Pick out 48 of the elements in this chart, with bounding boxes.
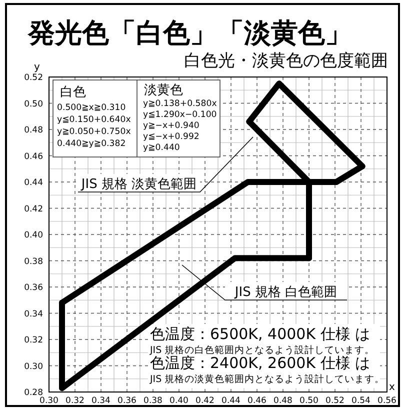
annotation: y≦−x+0.992: [143, 132, 200, 142]
y-tick-label: 0.50: [24, 99, 43, 110]
y-tick-label: 0.46: [24, 152, 43, 162]
annotation: 0.500≧x≧0.310: [57, 103, 126, 113]
x-tick-label: 0.38: [144, 396, 162, 406]
annotation: 0.440≧y≧0.382: [57, 139, 126, 149]
annotation: y≦0.150+0.640x: [57, 115, 131, 125]
annotation: y≧0.440: [143, 143, 180, 153]
y-tick-label: 0.28: [24, 388, 43, 398]
y-tick-label: 0.52: [24, 73, 43, 83]
x-tick-label: 0.36: [118, 396, 136, 406]
annotation: y≦1.290x−0.100: [143, 110, 217, 120]
annotation: JIS 規格の白色範囲内となるよう設計しています。: [149, 344, 375, 356]
x-axis-title: x: [389, 382, 396, 393]
annotation: y≧0.050+0.750x: [57, 127, 131, 137]
y-tick-label: 0.44: [24, 178, 43, 188]
annotation: 色温度：2400K, 2600K 仕様 は: [150, 354, 370, 372]
y-tick-label: 0.36: [24, 283, 43, 293]
x-tick-label: 0.44: [222, 396, 240, 406]
annotation: y≧−x+0.940: [143, 121, 200, 131]
x-tick-label: 0.48: [274, 396, 292, 406]
annotation: JIS 規格の淡黄色範囲内となるよう設計しています。: [149, 373, 385, 385]
annotation: 白色: [60, 85, 86, 100]
y-tick-label: 0.30: [24, 362, 43, 372]
annotation: 色温度：6500K, 4000K 仕様 は: [150, 325, 370, 343]
annotation: 淡黄色: [144, 83, 183, 98]
x-tick-label: 0.56: [378, 396, 396, 406]
y-tick-label: 0.42: [24, 204, 43, 214]
x-tick-label: 0.32: [66, 396, 84, 406]
chart-subtitle: 白色光・淡黄色の色度範囲: [184, 51, 388, 71]
y-tick-label: 0.40: [24, 230, 43, 240]
x-tick-label: 0.42: [196, 396, 214, 406]
x-tick-label: 0.54: [352, 396, 370, 406]
x-tick-label: 0.34: [92, 396, 110, 406]
y-tick-label: 0.48: [24, 126, 43, 136]
y-tick-label: 0.34: [24, 309, 43, 320]
y-axis-title: y: [34, 62, 40, 73]
x-tick-label: 0.30: [40, 396, 58, 406]
x-tick-label: 0.40: [170, 396, 188, 406]
y-tick-label: 0.32: [24, 336, 43, 346]
annotation: y≧0.138+0.580x: [143, 99, 217, 109]
chart-title: 発光色「白色」「淡黄色」: [27, 18, 352, 49]
annotation: JIS 規格 淡黄色範囲: [80, 177, 197, 192]
x-tick-label: 0.50: [300, 396, 318, 406]
annotation: JIS 規格 白色範囲: [234, 285, 338, 300]
y-tick-label: 0.38: [24, 256, 43, 267]
x-tick-label: 0.52: [326, 396, 344, 406]
x-tick-label: 0.46: [248, 396, 266, 406]
